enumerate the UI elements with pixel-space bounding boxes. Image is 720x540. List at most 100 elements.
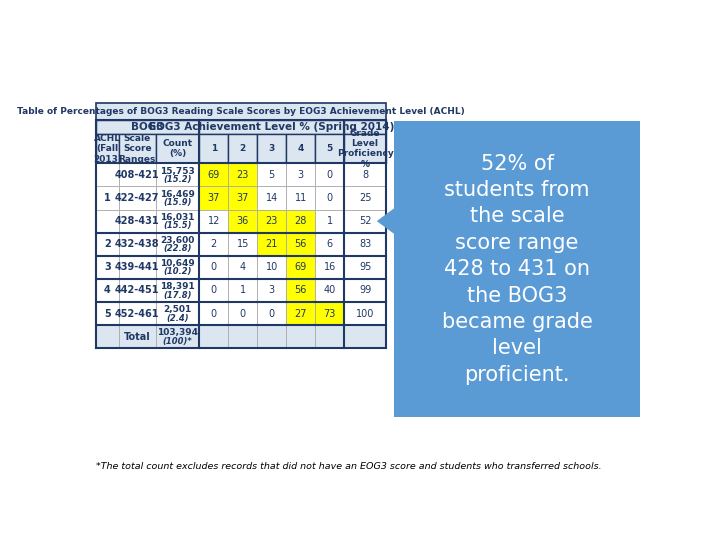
Text: 21: 21 [266, 239, 278, 249]
Text: 52% of
students from
the scale
score range
428 to 431 on
the BOG3
became grade
l: 52% of students from the scale score ran… [441, 154, 593, 385]
FancyBboxPatch shape [228, 186, 257, 210]
Text: 52: 52 [359, 216, 372, 226]
Text: 16: 16 [323, 262, 336, 272]
Text: 408-421: 408-421 [115, 170, 160, 180]
Text: 0: 0 [211, 286, 217, 295]
Text: (22.8): (22.8) [163, 244, 192, 253]
FancyBboxPatch shape [156, 256, 199, 279]
Polygon shape [377, 206, 397, 237]
FancyBboxPatch shape [96, 256, 119, 279]
Text: (17.8): (17.8) [163, 291, 192, 300]
FancyBboxPatch shape [228, 164, 257, 186]
FancyBboxPatch shape [394, 121, 640, 417]
Text: 40: 40 [323, 286, 336, 295]
Text: Total: Total [124, 332, 150, 342]
Text: 18,391: 18,391 [160, 282, 195, 291]
FancyBboxPatch shape [199, 279, 228, 302]
FancyBboxPatch shape [344, 279, 386, 302]
Text: 11: 11 [294, 193, 307, 203]
FancyBboxPatch shape [96, 279, 119, 302]
Text: 0: 0 [269, 308, 275, 319]
FancyBboxPatch shape [119, 302, 156, 325]
Text: ACHL
(Fall
2013): ACHL (Fall 2013) [93, 134, 122, 164]
FancyBboxPatch shape [119, 233, 156, 256]
Text: 23,600: 23,600 [161, 236, 194, 245]
Text: 28: 28 [294, 216, 307, 226]
Text: 4: 4 [297, 144, 304, 153]
Text: 10,649: 10,649 [160, 259, 195, 268]
FancyBboxPatch shape [96, 186, 119, 210]
Text: 0: 0 [327, 170, 333, 180]
FancyBboxPatch shape [257, 279, 287, 302]
Text: 23: 23 [266, 216, 278, 226]
Text: Table of Percentages of BOG3 Reading Scale Scores by EOG3 Achievement Level (ACH: Table of Percentages of BOG3 Reading Sca… [17, 107, 465, 116]
Text: 0: 0 [240, 308, 246, 319]
FancyBboxPatch shape [96, 210, 119, 233]
Text: 5: 5 [104, 308, 111, 319]
Text: 6: 6 [327, 239, 333, 249]
Text: 37: 37 [207, 193, 220, 203]
FancyBboxPatch shape [156, 325, 199, 348]
FancyBboxPatch shape [315, 186, 344, 210]
Text: 56: 56 [294, 239, 307, 249]
Text: 0: 0 [327, 193, 333, 203]
Text: 12: 12 [207, 216, 220, 226]
FancyBboxPatch shape [156, 134, 199, 164]
FancyBboxPatch shape [156, 233, 199, 256]
Text: 4: 4 [240, 262, 246, 272]
FancyBboxPatch shape [315, 325, 344, 348]
FancyBboxPatch shape [119, 164, 156, 186]
FancyBboxPatch shape [228, 134, 257, 164]
Text: 0: 0 [211, 308, 217, 319]
FancyBboxPatch shape [228, 325, 257, 348]
FancyBboxPatch shape [287, 210, 315, 233]
Text: 428-431: 428-431 [115, 216, 160, 226]
Text: 2: 2 [104, 239, 111, 249]
Text: 15,753: 15,753 [160, 166, 195, 176]
FancyBboxPatch shape [119, 186, 156, 210]
FancyBboxPatch shape [315, 134, 344, 164]
FancyBboxPatch shape [257, 233, 287, 256]
Text: 442-451: 442-451 [115, 286, 160, 295]
FancyBboxPatch shape [96, 120, 199, 134]
Text: 5: 5 [269, 170, 275, 180]
FancyBboxPatch shape [315, 302, 344, 325]
Text: EOG3 Achievement Level % (Spring 2014): EOG3 Achievement Level % (Spring 2014) [149, 122, 395, 132]
Text: 56: 56 [294, 286, 307, 295]
FancyBboxPatch shape [287, 302, 315, 325]
FancyBboxPatch shape [344, 186, 386, 210]
Text: 2,501: 2,501 [163, 305, 192, 314]
Text: 16,031: 16,031 [161, 213, 195, 222]
Text: Grade
Level
Proficiency
%: Grade Level Proficiency % [337, 129, 394, 169]
FancyBboxPatch shape [344, 302, 386, 325]
FancyBboxPatch shape [199, 134, 228, 164]
FancyBboxPatch shape [257, 325, 287, 348]
FancyBboxPatch shape [228, 256, 257, 279]
Text: 2: 2 [240, 144, 246, 153]
Text: 1: 1 [104, 193, 111, 203]
FancyBboxPatch shape [228, 210, 257, 233]
Text: 452-461: 452-461 [115, 308, 160, 319]
FancyBboxPatch shape [287, 134, 315, 164]
FancyBboxPatch shape [344, 233, 386, 256]
Text: 1: 1 [240, 286, 246, 295]
Text: (15.9): (15.9) [163, 198, 192, 207]
FancyBboxPatch shape [119, 256, 156, 279]
FancyBboxPatch shape [156, 279, 199, 302]
FancyBboxPatch shape [257, 186, 287, 210]
FancyBboxPatch shape [96, 325, 119, 348]
FancyBboxPatch shape [287, 164, 315, 186]
Text: 14: 14 [266, 193, 278, 203]
Text: Count
(%): Count (%) [163, 139, 192, 158]
FancyBboxPatch shape [344, 210, 386, 233]
FancyBboxPatch shape [228, 302, 257, 325]
Text: 4: 4 [104, 286, 111, 295]
FancyBboxPatch shape [119, 210, 156, 233]
Text: 422-427: 422-427 [115, 193, 160, 203]
Text: 10: 10 [266, 262, 278, 272]
Text: 83: 83 [359, 239, 372, 249]
Text: 36: 36 [237, 216, 249, 226]
FancyBboxPatch shape [199, 186, 228, 210]
FancyBboxPatch shape [156, 164, 199, 186]
Text: 0: 0 [211, 262, 217, 272]
